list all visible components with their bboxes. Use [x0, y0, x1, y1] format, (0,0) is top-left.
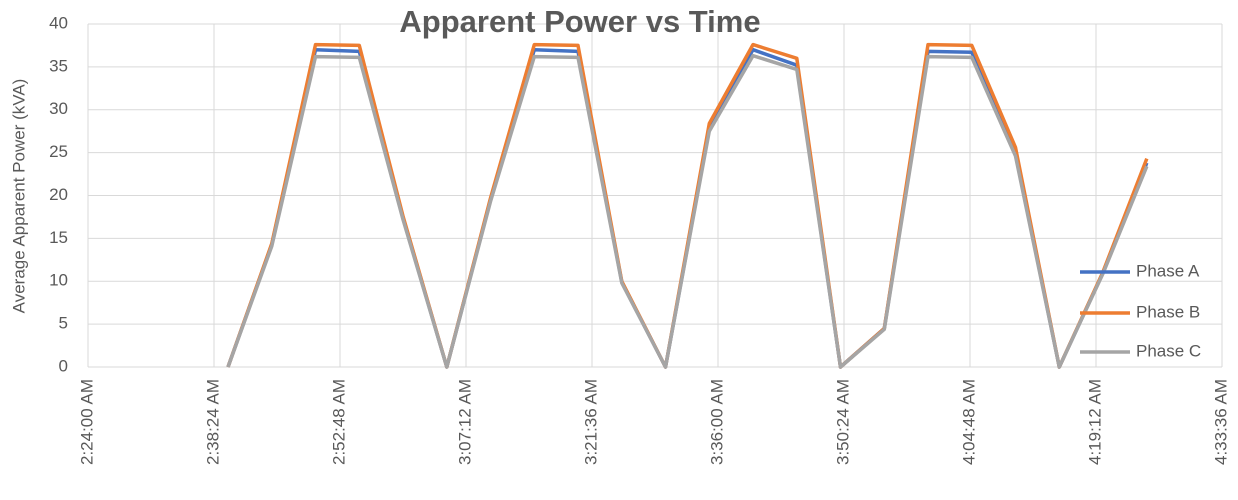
- x-tick-label: 3:07:12 AM: [455, 379, 474, 465]
- x-tick-label: 3:21:36 AM: [581, 379, 600, 465]
- x-tick-label: 4:19:12 AM: [1085, 379, 1104, 465]
- y-tick-label: 10: [49, 271, 68, 290]
- x-tick-label: 2:24:00 AM: [77, 379, 96, 465]
- y-tick-label: 25: [49, 142, 68, 161]
- x-tick-label: 2:38:24 AM: [203, 379, 222, 465]
- chart-title: Apparent Power vs Time: [399, 4, 760, 39]
- x-tick-label: 3:50:24 AM: [833, 379, 852, 465]
- y-tick-label: 30: [49, 99, 68, 118]
- y-tick-label: 5: [59, 314, 68, 333]
- series-line: [226, 47, 1149, 369]
- legend-label: Phase A: [1136, 261, 1200, 280]
- series-line: [226, 42, 1149, 369]
- x-tick-label: 4:04:48 AM: [959, 379, 978, 465]
- y-axis-label: Average Apparent Power (kVA): [9, 79, 28, 314]
- y-tick-label: 0: [59, 356, 68, 375]
- y-tick-label: 15: [49, 228, 68, 247]
- x-tick-label: 2:52:48 AM: [329, 379, 348, 465]
- legend-label: Phase B: [1136, 302, 1200, 321]
- series-line: [226, 53, 1149, 369]
- x-tick-label: 3:36:00 AM: [707, 379, 726, 465]
- x-tick-label: 4:33:36 AM: [1211, 379, 1230, 465]
- legend-label: Phase C: [1136, 341, 1201, 360]
- y-tick-label: 35: [49, 56, 68, 75]
- y-tick-label: 20: [49, 185, 68, 204]
- y-tick-label: 40: [49, 13, 68, 32]
